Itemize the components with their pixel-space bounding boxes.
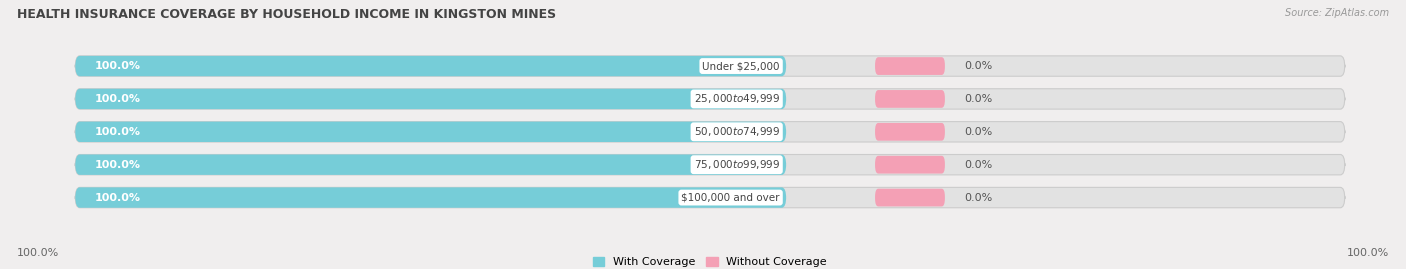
Text: 0.0%: 0.0%	[965, 160, 993, 170]
Text: 0.0%: 0.0%	[965, 193, 993, 203]
Text: Under $25,000: Under $25,000	[703, 61, 780, 71]
FancyBboxPatch shape	[76, 154, 1344, 175]
Text: 100.0%: 100.0%	[94, 61, 141, 71]
Text: 100.0%: 100.0%	[94, 127, 141, 137]
Text: 100.0%: 100.0%	[94, 193, 141, 203]
Text: $25,000 to $49,999: $25,000 to $49,999	[693, 93, 780, 105]
Text: 100.0%: 100.0%	[94, 94, 141, 104]
Text: 100.0%: 100.0%	[17, 248, 59, 258]
Text: 0.0%: 0.0%	[965, 61, 993, 71]
Text: 100.0%: 100.0%	[1347, 248, 1389, 258]
Text: HEALTH INSURANCE COVERAGE BY HOUSEHOLD INCOME IN KINGSTON MINES: HEALTH INSURANCE COVERAGE BY HOUSEHOLD I…	[17, 8, 555, 21]
FancyBboxPatch shape	[875, 57, 945, 75]
Text: 100.0%: 100.0%	[94, 160, 141, 170]
FancyBboxPatch shape	[76, 89, 1344, 109]
Text: $50,000 to $74,999: $50,000 to $74,999	[693, 125, 780, 138]
Text: Source: ZipAtlas.com: Source: ZipAtlas.com	[1285, 8, 1389, 18]
FancyBboxPatch shape	[76, 122, 1344, 142]
FancyBboxPatch shape	[875, 189, 945, 206]
FancyBboxPatch shape	[76, 154, 786, 175]
Text: 0.0%: 0.0%	[965, 127, 993, 137]
Text: $75,000 to $99,999: $75,000 to $99,999	[693, 158, 780, 171]
Text: 0.0%: 0.0%	[965, 94, 993, 104]
Text: $100,000 and over: $100,000 and over	[682, 193, 780, 203]
FancyBboxPatch shape	[76, 122, 786, 142]
FancyBboxPatch shape	[76, 56, 786, 76]
FancyBboxPatch shape	[76, 187, 786, 208]
FancyBboxPatch shape	[76, 89, 786, 109]
FancyBboxPatch shape	[76, 187, 1344, 208]
FancyBboxPatch shape	[875, 90, 945, 108]
FancyBboxPatch shape	[875, 123, 945, 141]
FancyBboxPatch shape	[76, 56, 1344, 76]
Legend: With Coverage, Without Coverage: With Coverage, Without Coverage	[589, 253, 831, 269]
FancyBboxPatch shape	[875, 156, 945, 174]
